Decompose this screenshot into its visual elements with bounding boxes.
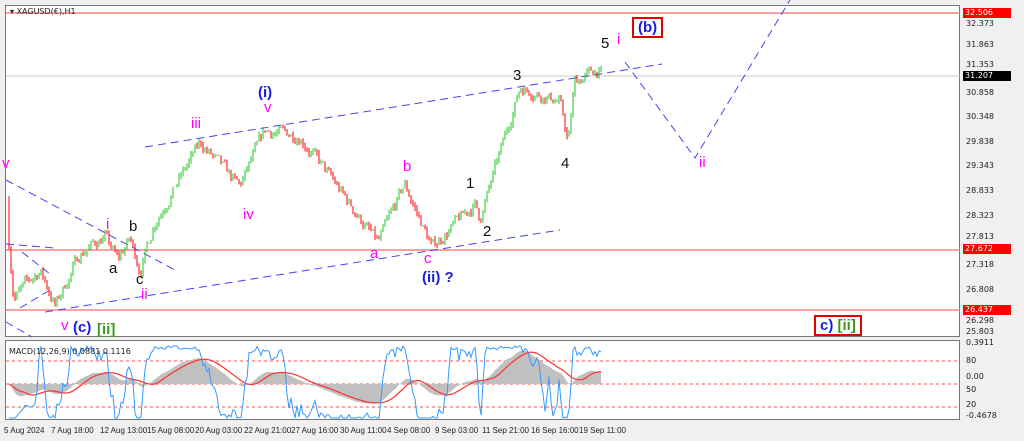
wave-label-ii-left[interactable]: ii: [141, 286, 148, 303]
macd-axis-label: -0.4678: [966, 411, 997, 420]
lower-channel-trendline[interactable]: [44, 229, 561, 313]
wave-label-iv[interactable]: iv: [243, 206, 254, 223]
macd-axis-label: 0.00: [966, 372, 984, 381]
level-price-tag: 32.506: [963, 8, 1011, 18]
wave-label-a-mid[interactable]: a: [370, 245, 379, 262]
wave-label-i-paren[interactable]: (i): [258, 84, 273, 101]
lower-left-trendline[interactable]: [5, 321, 33, 338]
wave-label-3[interactable]: 3: [513, 67, 522, 84]
macd-axis-label: 20: [966, 400, 977, 409]
wave-label-b-mid[interactable]: b: [403, 158, 412, 175]
wave-label-v-top[interactable]: v: [264, 99, 272, 116]
macd-axis-label: 50: [966, 385, 977, 394]
triangle-down-icon[interactable]: ▾: [10, 7, 17, 16]
wave-label-2[interactable]: 2: [483, 223, 492, 240]
price-tick: 32.373: [966, 19, 994, 28]
price-tick: 28.323: [966, 211, 994, 220]
time-tick: 4 Sep 08:00: [387, 426, 431, 435]
price-tick: 30.858: [966, 88, 994, 97]
price-tick: 27.813: [966, 232, 994, 241]
wave-label-5[interactable]: 5: [601, 35, 610, 52]
price-tick: 30.348: [966, 112, 994, 121]
wave-label-c-ii-box[interactable]: c) [ii]: [814, 315, 862, 336]
price-tick: 29.838: [966, 137, 994, 146]
time-tick: 15 Aug 08:00: [147, 426, 195, 435]
wave-label-c-mid[interactable]: c: [424, 250, 432, 267]
price-tick: 31.863: [966, 40, 994, 49]
oscillator-line: [9, 344, 602, 419]
time-tick: 12 Aug 13:00: [100, 426, 148, 435]
macd-title: MACD(12,26,9) 0.0881 0.1116: [9, 347, 131, 356]
wave-label-ii-bracket[interactable]: [ii]: [97, 321, 116, 338]
level-price-tag: 27.672: [963, 244, 1011, 254]
time-tick: 11 Sep 21:00: [482, 426, 530, 435]
time-tick: 27 Aug 16:00: [291, 426, 339, 435]
wave-label-ii-question[interactable]: (ii) ?: [422, 269, 454, 286]
wave-label-i-left[interactable]: i: [106, 216, 110, 233]
wave-label-b-box[interactable]: (b): [632, 17, 664, 38]
triangle-lower-line[interactable]: [19, 289, 51, 309]
time-tick: 9 Sep 03:00: [435, 426, 479, 435]
macd-axis-label: 0.3911: [966, 338, 994, 347]
macd-group: [6, 344, 960, 419]
macd-signal-line: [8, 351, 602, 404]
wave-label-a-left[interactable]: a: [109, 260, 118, 277]
macd-axis-label: 80: [966, 356, 977, 365]
time-tick: 7 Aug 18:00: [51, 426, 94, 435]
price-tick: 31.353: [966, 60, 994, 69]
wave-label-v-corner[interactable]: v: [2, 155, 10, 172]
wave-label-i-top[interactable]: i: [617, 31, 621, 48]
triangle-top-line[interactable]: [5, 243, 56, 249]
time-tick: 20 Aug 03:00: [195, 426, 243, 435]
wave-label-4[interactable]: 4: [561, 155, 570, 172]
wave-label-c-paren[interactable]: (c): [73, 319, 92, 336]
wave-label-v-bottom[interactable]: v: [61, 317, 69, 334]
upper-channel-trendline[interactable]: [144, 63, 663, 148]
price-tick: 26.808: [966, 285, 994, 294]
descending-trendline[interactable]: [5, 179, 176, 271]
wave-label-iii[interactable]: iii: [191, 115, 201, 132]
wave-label-ii-projection[interactable]: ii: [699, 154, 706, 171]
wave-label-c-left[interactable]: c: [136, 271, 144, 288]
time-tick: 30 Aug 11:00: [340, 426, 387, 435]
price-tick: 29.343: [966, 161, 994, 170]
time-tick: 5 Aug 2024: [4, 426, 45, 435]
price-tick: 25.803: [966, 327, 994, 336]
candles-group: [8, 65, 602, 307]
wave-label-c: c): [820, 317, 834, 334]
level-price-tag: 26.437: [963, 305, 1011, 315]
wave-label-b-left[interactable]: b: [129, 218, 138, 235]
price-chart-area[interactable]: [5, 5, 960, 337]
time-tick: 19 Sep 11:00: [579, 426, 627, 435]
chart-title[interactable]: ▾ XAGUSD(€),H1: [10, 7, 76, 16]
price-tick: 28.833: [966, 186, 994, 195]
current-price-tag: 31.207: [963, 71, 1011, 81]
wave-label-1[interactable]: 1: [466, 175, 475, 192]
time-tick: 16 Sep 16:00: [531, 426, 579, 435]
triangle-upper-line[interactable]: [21, 251, 51, 275]
projection-path[interactable]: [624, 0, 791, 159]
time-tick: 22 Aug 21:00: [244, 426, 292, 435]
price-tick: 27.318: [966, 260, 994, 269]
price-tick: 26.298: [966, 316, 994, 325]
wave-label-ii: [ii]: [837, 317, 856, 334]
